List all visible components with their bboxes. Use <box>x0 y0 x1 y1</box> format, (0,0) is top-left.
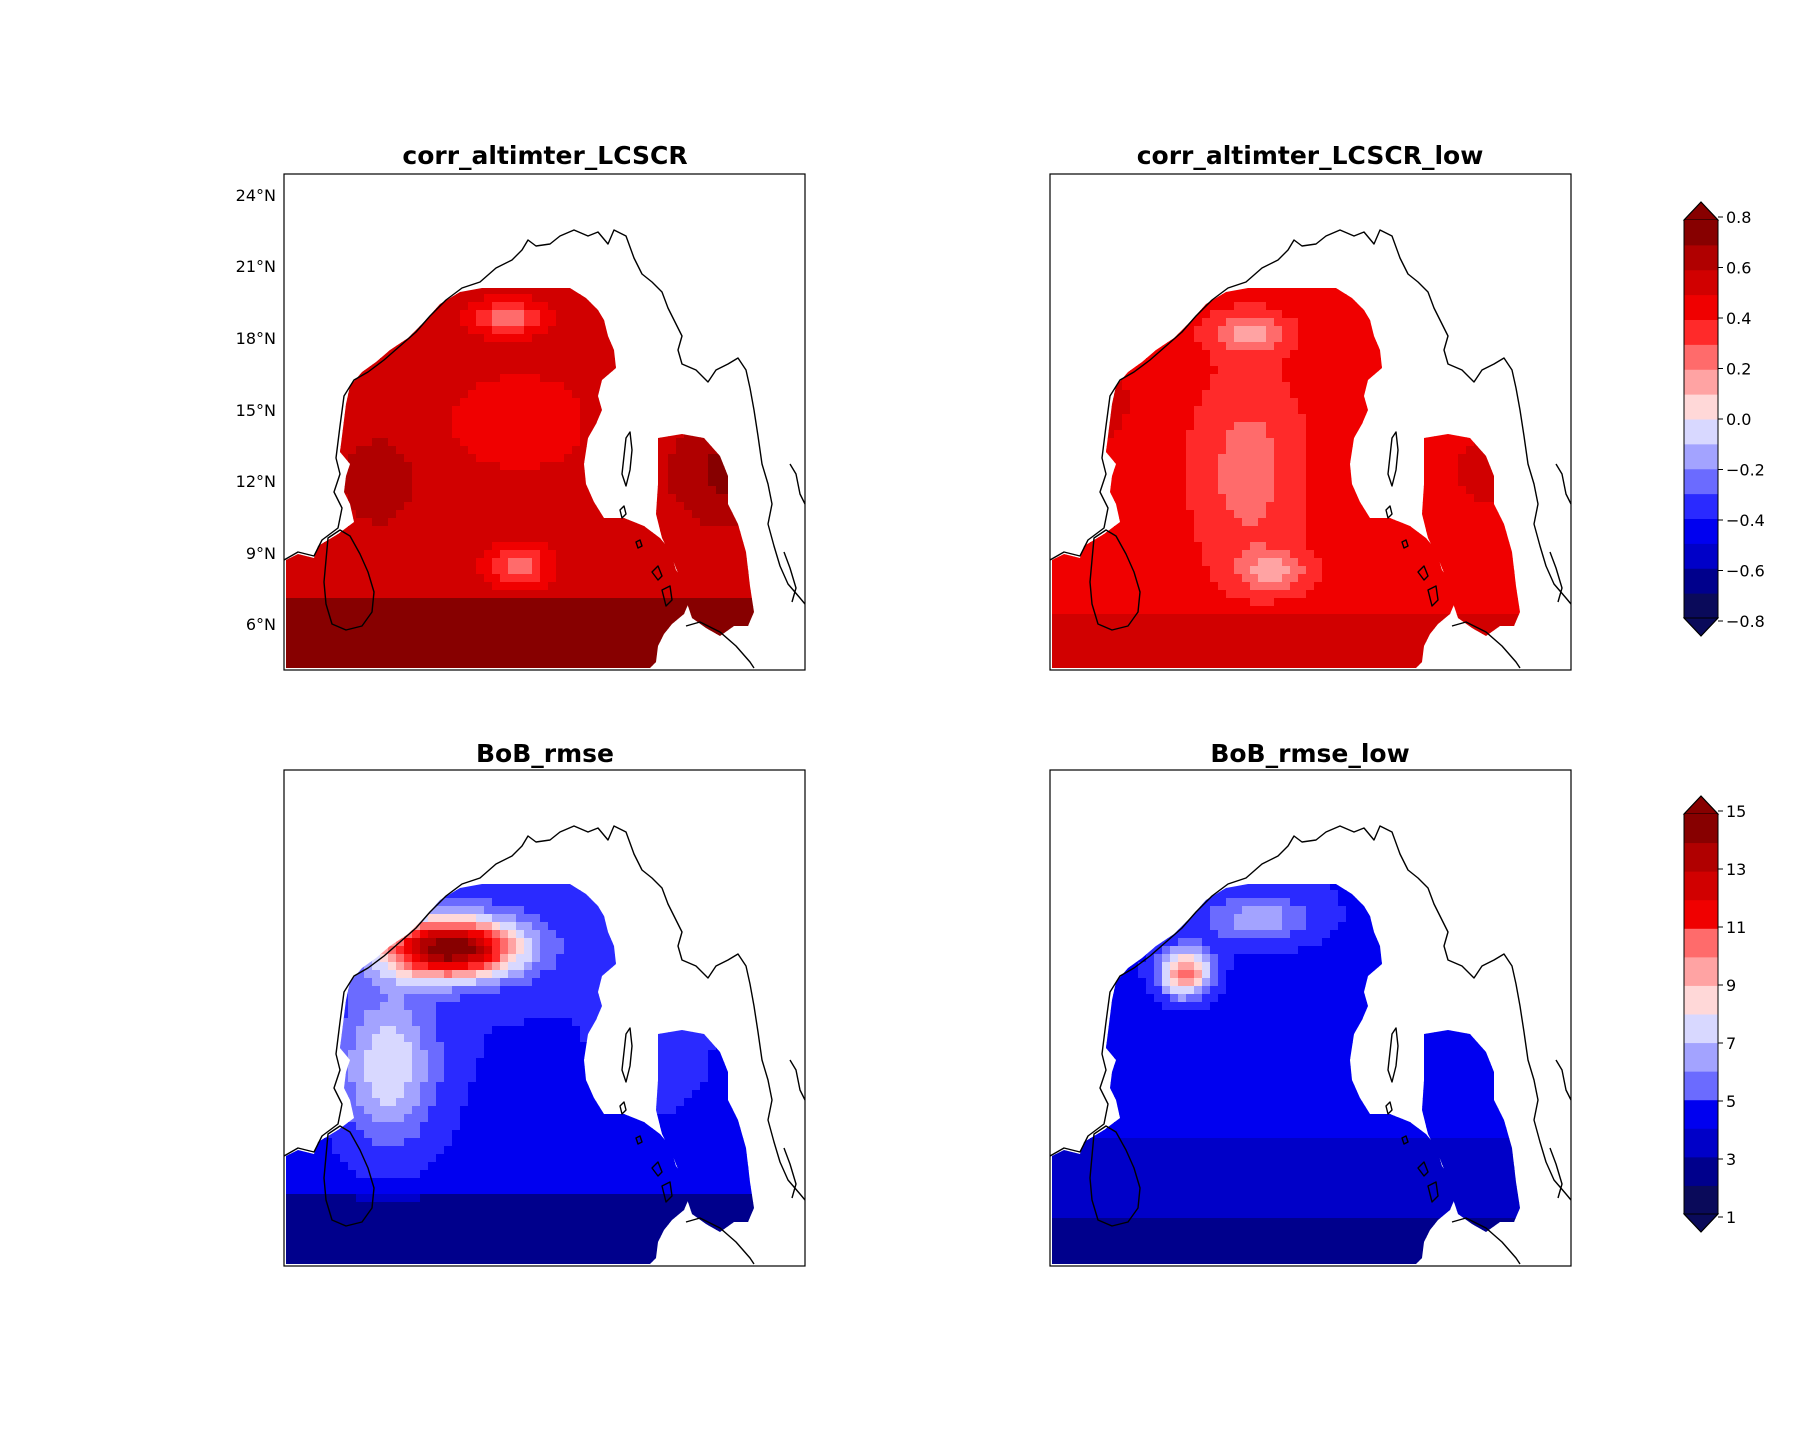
panel-corr-low: corr_altimter_LCSCR_low <box>1049 141 1572 671</box>
colorbar-segment <box>1684 443 1718 470</box>
colorbar-tick-label: 5 <box>1726 1092 1736 1111</box>
colorbar-extend-max <box>1682 201 1720 221</box>
colorbar-segment <box>1684 1071 1718 1101</box>
lat-label-18: 18°N <box>236 329 276 348</box>
map-frame <box>283 769 806 1267</box>
colorbar-segment <box>1684 928 1718 958</box>
colorbar-segment <box>1684 1099 1718 1129</box>
colorbar-tick-label: 0.8 <box>1726 208 1751 227</box>
colorbar-segment <box>1684 1014 1718 1044</box>
colorbar-rmse: 15 13 11 9 7 5 3 1 <box>1682 795 1746 1233</box>
colorbar-outline <box>1683 201 1719 637</box>
colorbar-tick-label: 0.2 <box>1726 360 1751 379</box>
latitude-axis: 24°N 21°N 18°N 15°N 12°N 9°N 6°N <box>236 186 276 634</box>
colorbar-segment <box>1684 814 1718 844</box>
colorbar-tick-label: 15 <box>1726 802 1746 821</box>
colorbar-tick-label: 7 <box>1726 1034 1736 1053</box>
colorbar-segment <box>1684 344 1718 370</box>
map-rmse <box>283 769 806 1267</box>
colorbar-tick-label: −0.8 <box>1726 612 1765 631</box>
lat-label-9: 9°N <box>246 544 276 563</box>
colorbar-segment <box>1684 220 1718 246</box>
colorbar-segment <box>1684 244 1718 271</box>
colorbar-extend-min <box>1682 1213 1720 1233</box>
colorbar-extend-max <box>1682 795 1720 815</box>
colorbar-segment <box>1684 871 1718 901</box>
lat-label-21: 21°N <box>236 257 276 276</box>
colorbar-segment <box>1684 419 1718 445</box>
colorbar-segment <box>1684 369 1718 395</box>
panel-rmse: BoB_rmse <box>283 739 806 1267</box>
colorbar-tick-label: 1 <box>1726 1208 1736 1227</box>
colorbar-segment <box>1684 593 1718 619</box>
map-frame <box>1049 769 1572 1267</box>
map-corr-low <box>1049 173 1572 671</box>
panel-rmse-low: BoB_rmse_low <box>1049 739 1572 1267</box>
colorbar-tick-label: −0.6 <box>1726 562 1765 581</box>
panel-title: BoB_rmse_low <box>1210 739 1409 768</box>
colorbar-tick-label: 11 <box>1726 918 1746 937</box>
colorbar-tick-label: 0.0 <box>1726 410 1751 429</box>
colorbar-segment <box>1684 568 1718 594</box>
colorbar-tick-label: 3 <box>1726 1150 1736 1169</box>
colorbar-correlation: 0.8 0.6 0.4 0.2 0.0 −0.2 −0.4 −0.6 −0.8 <box>1682 201 1765 637</box>
colorbar-segment <box>1684 1042 1718 1072</box>
lat-label-24: 24°N <box>236 186 276 205</box>
colorbar-segment <box>1684 1185 1718 1215</box>
colorbar-tick-label: 13 <box>1726 860 1746 879</box>
colorbar-segment <box>1684 842 1718 872</box>
lat-label-12: 12°N <box>236 472 276 491</box>
map-frame <box>283 173 806 671</box>
panel-title: BoB_rmse <box>476 739 614 768</box>
colorbar-segment <box>1684 543 1718 569</box>
colorbar-segment <box>1684 1128 1718 1158</box>
colorbar-segment <box>1684 1156 1718 1186</box>
coastline <box>283 825 806 1265</box>
lat-label-15: 15°N <box>236 401 276 420</box>
colorbar-segment <box>1684 394 1718 420</box>
colorbar-tick-label: 0.4 <box>1726 309 1751 328</box>
colorbar-tick-label: −0.2 <box>1726 461 1765 480</box>
colorbar-segment <box>1684 493 1718 519</box>
panel-title: corr_altimter_LCSCR_low <box>1137 141 1484 170</box>
colorbar-segment <box>1684 269 1718 296</box>
colorbar-outline <box>1683 795 1719 1233</box>
colorbar-segment <box>1684 468 1718 495</box>
colorbar-segment <box>1684 518 1718 544</box>
coastline <box>1049 825 1572 1265</box>
colorbar-segment <box>1684 319 1718 345</box>
colorbar-tick-label: 9 <box>1726 976 1736 995</box>
colorbar-segment <box>1684 956 1718 986</box>
coastline <box>1049 229 1572 669</box>
map-frame <box>1049 173 1572 671</box>
panel-corr: corr_altimter_LCSCR 24°N 21°N 18°N 15°N … <box>236 141 806 671</box>
colorbar-segment <box>1684 985 1718 1015</box>
coastline <box>283 229 806 669</box>
colorbar-extend-min <box>1682 617 1720 637</box>
colorbar-segment <box>1684 899 1718 929</box>
lat-label-6: 6°N <box>246 615 276 634</box>
colorbar-segment <box>1684 294 1718 320</box>
map-corr <box>283 173 806 671</box>
panel-title: corr_altimter_LCSCR <box>402 141 687 170</box>
colorbar-tick-label: −0.4 <box>1726 511 1765 530</box>
colorbar-tick-label: 0.6 <box>1726 259 1751 278</box>
map-rmse-low <box>1049 769 1572 1267</box>
